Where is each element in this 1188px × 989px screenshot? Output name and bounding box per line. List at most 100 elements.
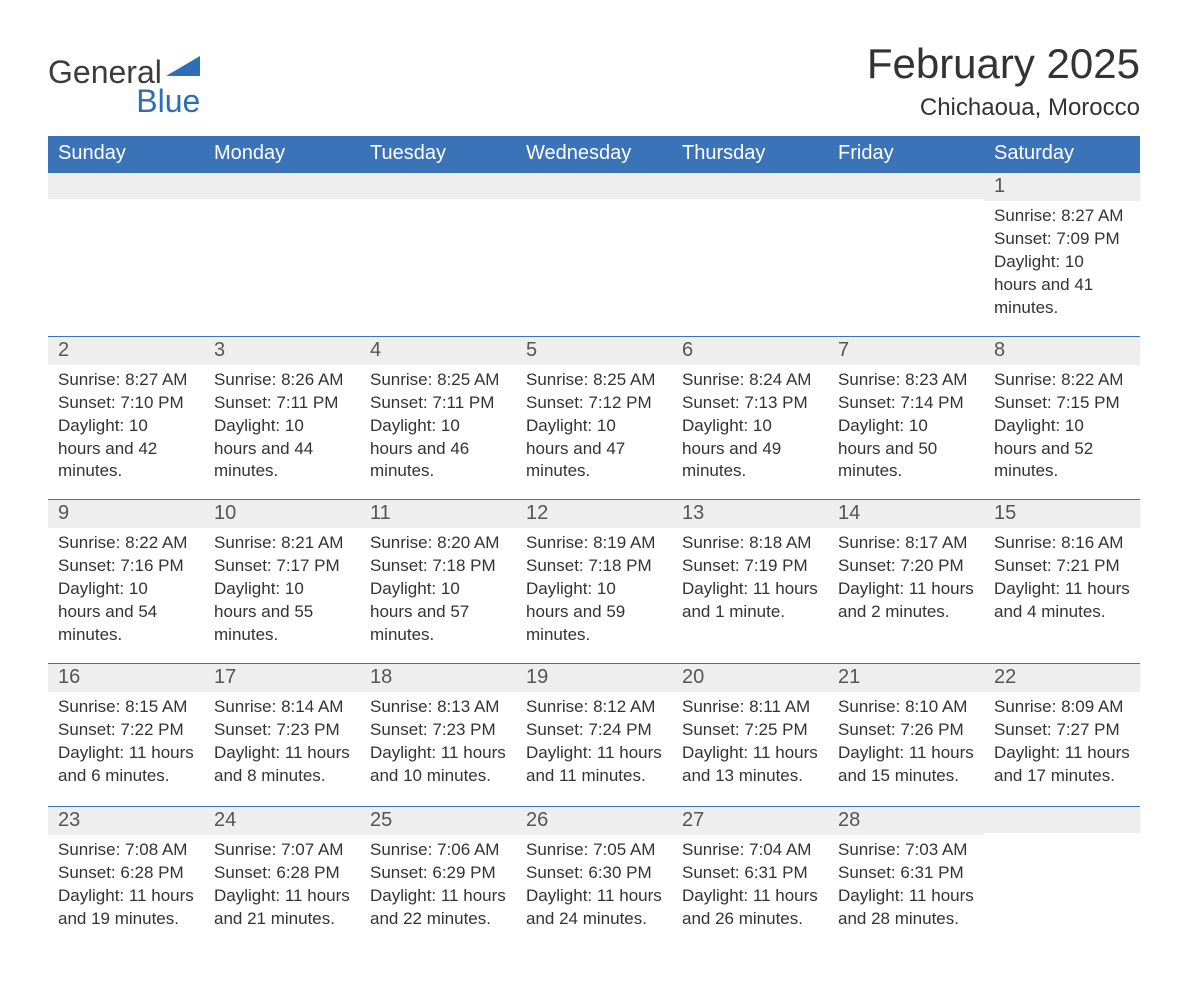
day-body: Sunrise: 8:16 AMSunset: 7:21 PMDaylight:… — [984, 528, 1140, 624]
day-cell — [204, 173, 360, 336]
day-number: 7 — [828, 337, 984, 365]
day-cell: 10Sunrise: 8:21 AMSunset: 7:17 PMDayligh… — [204, 500, 360, 663]
sunset-line: Sunset: 6:30 PM — [526, 862, 662, 885]
sunset-line: Sunset: 7:20 PM — [838, 555, 974, 578]
day-number: 17 — [204, 664, 360, 692]
day-number: 3 — [204, 337, 360, 365]
day-cell — [48, 173, 204, 336]
day-cell: 19Sunrise: 8:12 AMSunset: 7:24 PMDayligh… — [516, 664, 672, 806]
day-cell: 24Sunrise: 7:07 AMSunset: 6:28 PMDayligh… — [204, 807, 360, 949]
sunset-line: Sunset: 7:19 PM — [682, 555, 818, 578]
topbar: General Blue February 2025 Chichaoua, Mo… — [48, 40, 1140, 122]
day-header-sunday: Sunday — [48, 136, 204, 173]
day-body: Sunrise: 7:08 AMSunset: 6:28 PMDaylight:… — [48, 835, 204, 931]
day-body: Sunrise: 7:04 AMSunset: 6:31 PMDaylight:… — [672, 835, 828, 931]
sunrise-line: Sunrise: 7:03 AM — [838, 839, 974, 862]
daylight-line: Daylight: 11 hours and 8 minutes. — [214, 742, 350, 788]
week-row: 23Sunrise: 7:08 AMSunset: 6:28 PMDayligh… — [48, 806, 1140, 949]
sunset-line: Sunset: 7:09 PM — [994, 228, 1130, 251]
page-root: General Blue February 2025 Chichaoua, Mo… — [0, 0, 1188, 989]
month-title: February 2025 — [867, 40, 1140, 88]
logo-text-block: General Blue — [48, 54, 200, 120]
day-cell: 1Sunrise: 8:27 AMSunset: 7:09 PMDaylight… — [984, 173, 1140, 336]
day-body: Sunrise: 8:13 AMSunset: 7:23 PMDaylight:… — [360, 692, 516, 788]
day-body — [360, 199, 516, 203]
daylight-line: Daylight: 10 hours and 54 minutes. — [58, 578, 194, 647]
day-number: 19 — [516, 664, 672, 692]
day-cell: 8Sunrise: 8:22 AMSunset: 7:15 PMDaylight… — [984, 337, 1140, 500]
sunset-line: Sunset: 6:28 PM — [214, 862, 350, 885]
sunrise-line: Sunrise: 7:04 AM — [682, 839, 818, 862]
sunrise-line: Sunrise: 8:27 AM — [994, 205, 1130, 228]
logo: General Blue — [48, 40, 200, 120]
sunset-line: Sunset: 6:31 PM — [838, 862, 974, 885]
sunrise-line: Sunrise: 8:09 AM — [994, 696, 1130, 719]
day-number — [48, 173, 204, 199]
title-block: February 2025 Chichaoua, Morocco — [867, 40, 1140, 122]
sunrise-line: Sunrise: 7:06 AM — [370, 839, 506, 862]
sunset-line: Sunset: 7:23 PM — [370, 719, 506, 742]
day-body: Sunrise: 8:22 AMSunset: 7:15 PMDaylight:… — [984, 365, 1140, 484]
day-cell — [828, 173, 984, 336]
daylight-line: Daylight: 10 hours and 57 minutes. — [370, 578, 506, 647]
day-number: 8 — [984, 337, 1140, 365]
sunset-line: Sunset: 7:26 PM — [838, 719, 974, 742]
day-body: Sunrise: 8:10 AMSunset: 7:26 PMDaylight:… — [828, 692, 984, 788]
day-cell: 20Sunrise: 8:11 AMSunset: 7:25 PMDayligh… — [672, 664, 828, 806]
day-cell: 4Sunrise: 8:25 AMSunset: 7:11 PMDaylight… — [360, 337, 516, 500]
sunrise-line: Sunrise: 8:24 AM — [682, 369, 818, 392]
day-header-friday: Friday — [828, 136, 984, 173]
day-number: 1 — [984, 173, 1140, 201]
day-number — [828, 173, 984, 199]
sunset-line: Sunset: 7:11 PM — [370, 392, 506, 415]
location-subtitle: Chichaoua, Morocco — [867, 94, 1140, 122]
day-body: Sunrise: 8:12 AMSunset: 7:24 PMDaylight:… — [516, 692, 672, 788]
sunset-line: Sunset: 7:16 PM — [58, 555, 194, 578]
day-cell: 5Sunrise: 8:25 AMSunset: 7:12 PMDaylight… — [516, 337, 672, 500]
sunrise-line: Sunrise: 8:21 AM — [214, 532, 350, 555]
week-row: 1Sunrise: 8:27 AMSunset: 7:09 PMDaylight… — [48, 173, 1140, 336]
day-body — [984, 833, 1140, 837]
sunrise-line: Sunrise: 8:18 AM — [682, 532, 818, 555]
day-body: Sunrise: 8:15 AMSunset: 7:22 PMDaylight:… — [48, 692, 204, 788]
daylight-line: Daylight: 11 hours and 4 minutes. — [994, 578, 1130, 624]
sunrise-line: Sunrise: 8:15 AM — [58, 696, 194, 719]
day-body: Sunrise: 8:27 AMSunset: 7:09 PMDaylight:… — [984, 201, 1140, 320]
day-body: Sunrise: 8:14 AMSunset: 7:23 PMDaylight:… — [204, 692, 360, 788]
day-number — [204, 173, 360, 199]
sunrise-line: Sunrise: 8:22 AM — [994, 369, 1130, 392]
sunrise-line: Sunrise: 8:27 AM — [58, 369, 194, 392]
day-body: Sunrise: 8:19 AMSunset: 7:18 PMDaylight:… — [516, 528, 672, 647]
day-cell — [672, 173, 828, 336]
daylight-line: Daylight: 10 hours and 52 minutes. — [994, 415, 1130, 484]
day-number: 12 — [516, 500, 672, 528]
day-number: 26 — [516, 807, 672, 835]
day-cell — [516, 173, 672, 336]
day-body: Sunrise: 8:18 AMSunset: 7:19 PMDaylight:… — [672, 528, 828, 624]
sunrise-line: Sunrise: 8:11 AM — [682, 696, 818, 719]
week-row: 9Sunrise: 8:22 AMSunset: 7:16 PMDaylight… — [48, 499, 1140, 663]
day-body: Sunrise: 7:06 AMSunset: 6:29 PMDaylight:… — [360, 835, 516, 931]
sunset-line: Sunset: 6:28 PM — [58, 862, 194, 885]
day-number: 14 — [828, 500, 984, 528]
day-cell: 2Sunrise: 8:27 AMSunset: 7:10 PMDaylight… — [48, 337, 204, 500]
sunset-line: Sunset: 6:29 PM — [370, 862, 506, 885]
daylight-line: Daylight: 11 hours and 22 minutes. — [370, 885, 506, 931]
calendar: Sunday Monday Tuesday Wednesday Thursday… — [48, 136, 1140, 949]
day-number — [672, 173, 828, 199]
sunrise-line: Sunrise: 7:07 AM — [214, 839, 350, 862]
day-body: Sunrise: 7:05 AMSunset: 6:30 PMDaylight:… — [516, 835, 672, 931]
sunset-line: Sunset: 7:11 PM — [214, 392, 350, 415]
sunrise-line: Sunrise: 8:22 AM — [58, 532, 194, 555]
day-number — [516, 173, 672, 199]
day-cell — [984, 807, 1140, 949]
day-header-tuesday: Tuesday — [360, 136, 516, 173]
day-body: Sunrise: 8:24 AMSunset: 7:13 PMDaylight:… — [672, 365, 828, 484]
daylight-line: Daylight: 11 hours and 6 minutes. — [58, 742, 194, 788]
sunset-line: Sunset: 7:14 PM — [838, 392, 974, 415]
day-body: Sunrise: 8:09 AMSunset: 7:27 PMDaylight:… — [984, 692, 1140, 788]
day-header-monday: Monday — [204, 136, 360, 173]
sunset-line: Sunset: 7:21 PM — [994, 555, 1130, 578]
day-number — [360, 173, 516, 199]
sunset-line: Sunset: 7:22 PM — [58, 719, 194, 742]
